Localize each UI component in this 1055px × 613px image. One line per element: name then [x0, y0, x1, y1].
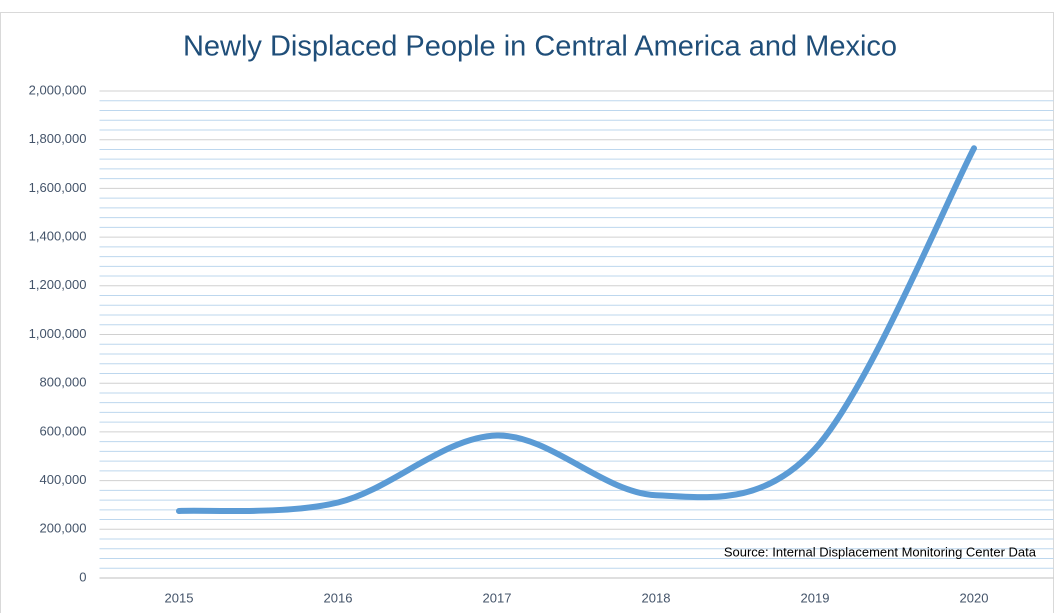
y-tick-label: 0 [79, 569, 86, 584]
y-tick-label: 2,000,000 [29, 82, 87, 97]
x-tick-label: 2015 [165, 590, 194, 605]
x-tick-label: 2018 [642, 590, 671, 605]
y-tick-label: 400,000 [40, 472, 87, 487]
chart-border [0, 12, 1054, 613]
x-tick-label: 2020 [960, 590, 989, 605]
y-tick-label: 1,400,000 [29, 229, 87, 244]
x-tick-label: 2019 [801, 590, 830, 605]
y-tick-label: 800,000 [40, 375, 87, 390]
y-tick-label: 1,200,000 [29, 277, 87, 292]
chart-title: Newly Displaced People in Central Americ… [183, 31, 897, 63]
source-annotation: Source: Internal Displacement Monitoring… [724, 544, 1037, 559]
y-tick-label: 200,000 [40, 521, 87, 536]
series-line [176, 145, 977, 515]
x-tick-label: 2016 [324, 590, 353, 605]
x-tick-label: 2017 [483, 590, 512, 605]
y-tick-label: 1,800,000 [29, 131, 87, 146]
y-tick-label: 1,000,000 [29, 326, 87, 341]
y-tick-label: 600,000 [40, 423, 87, 438]
y-tick-label: 1,600,000 [29, 180, 87, 195]
